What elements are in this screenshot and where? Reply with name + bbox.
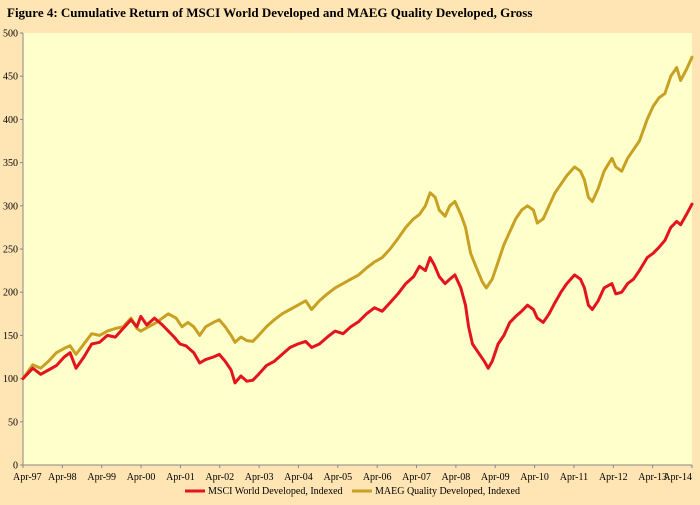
x-tick-label: Apr-14 (663, 472, 692, 483)
y-axis: 0 50 100 150 200 250 300 350 400 450 500 (3, 29, 24, 472)
x-tick-label: Apr-11 (560, 472, 588, 483)
x-tick-label: Apr-01 (166, 472, 195, 483)
x-tick-label: Apr-13 (638, 472, 667, 483)
y-tick-label: 50 (8, 417, 18, 428)
x-tick-label: Apr-10 (520, 472, 549, 483)
x-tick-label: Apr-05 (323, 472, 352, 483)
y-tick-label: 300 (3, 201, 18, 212)
y-tick-label: 450 (3, 72, 18, 83)
x-tick-label: Apr-99 (87, 472, 116, 483)
y-tick-label: 0 (13, 461, 18, 472)
x-tick-label: Apr-00 (127, 472, 156, 483)
series-line-1 (21, 55, 694, 381)
y-tick-label: 350 (3, 158, 18, 169)
x-tick-label: Apr-04 (284, 472, 313, 483)
y-tick-label: 200 (3, 288, 18, 299)
series-line-0 (21, 202, 694, 385)
chart-title: Figure 4: Cumulative Return of MSCI Worl… (7, 5, 533, 20)
y-tick-label: 400 (3, 115, 18, 126)
legend: MSCI World Developed, Indexed MAEG Qualit… (185, 486, 520, 497)
legend-label-1: MAEG Quality Developed, Indexed (375, 486, 520, 497)
x-tick-label: Apr-97 (13, 472, 42, 483)
x-tick-label: Apr-98 (48, 472, 77, 483)
y-tick-label: 500 (3, 29, 18, 40)
x-tick-label: Apr-12 (599, 472, 628, 483)
series-layer (21, 55, 694, 385)
x-tick-label: Apr-06 (363, 472, 392, 483)
x-tick-label: Apr-08 (442, 472, 471, 483)
x-tick-label: Apr-02 (205, 472, 234, 483)
y-tick-label: 100 (3, 374, 18, 385)
x-tick-label: Apr-07 (402, 472, 431, 483)
legend-label-0: MSCI World Developed, Indexed (208, 486, 343, 497)
y-tick-label: 250 (3, 245, 18, 256)
x-axis: Apr-97 Apr-98 Apr-99 Apr-00 Apr-01 Apr-02 Apr-… (13, 464, 693, 483)
y-tick-label: 150 (3, 331, 18, 342)
x-tick-label: Apr-09 (481, 472, 510, 483)
x-tick-label: Apr-03 (245, 472, 274, 483)
plot-area (23, 33, 692, 465)
